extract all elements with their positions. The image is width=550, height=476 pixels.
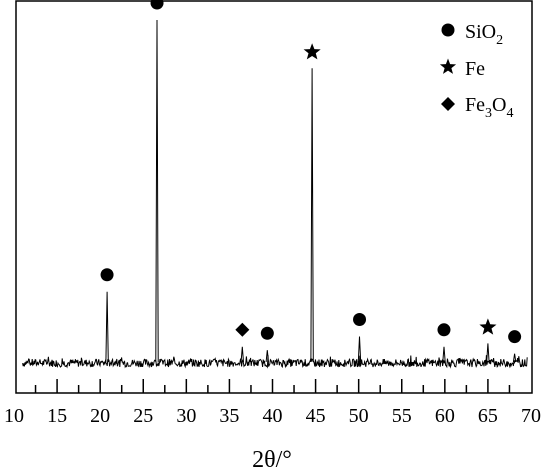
- plot-frame: [15, 0, 533, 394]
- legend-label-sio2: SiO2: [465, 21, 503, 48]
- x-tick-label: 30: [176, 405, 196, 427]
- legend-star-icon: [439, 58, 457, 74]
- fe-peak-marker: [303, 43, 321, 60]
- sio2-peak-marker: [353, 312, 367, 326]
- sio2-peak-marker: [100, 268, 114, 282]
- legend-label-fe: Fe: [465, 58, 485, 80]
- x-tick-label: 25: [133, 405, 153, 427]
- sio2-peak-marker: [508, 330, 522, 344]
- sio2-peak-marker: [260, 326, 274, 340]
- x-tick-label: 35: [219, 405, 239, 427]
- fe-peak-marker: [479, 318, 497, 335]
- x-tick-label: 60: [435, 405, 455, 427]
- legend-label-fe3o4: Fe3O4: [465, 94, 513, 121]
- legend-diamond-icon: [441, 97, 455, 111]
- sio2-peak-marker: [150, 0, 164, 10]
- x-tick-label: 15: [47, 405, 67, 427]
- legend-circle-icon: [441, 23, 455, 37]
- fe3o4-peak-marker: [235, 322, 250, 337]
- x-tick-label: 10: [4, 405, 24, 427]
- x-tick-label: 50: [349, 405, 369, 427]
- x-tick-label: 20: [90, 405, 110, 427]
- sio2-peak-marker: [437, 323, 451, 337]
- x-tick-label: 40: [263, 405, 283, 427]
- x-axis-label: 2θ/°: [252, 447, 292, 473]
- x-tick-label: 55: [392, 405, 412, 427]
- x-tick-label: 65: [478, 405, 498, 427]
- x-tick-label: 70: [521, 405, 541, 427]
- diffraction-pattern-line: [22, 19, 528, 369]
- legend: SiO2 Fe Fe3O4: [439, 21, 513, 121]
- x-tick-label: 45: [306, 405, 326, 427]
